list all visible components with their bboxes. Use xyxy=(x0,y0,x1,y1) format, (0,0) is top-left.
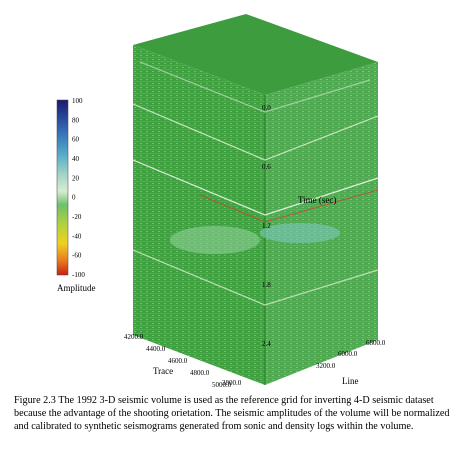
time-tick: 1.2 xyxy=(262,222,271,230)
colorbar-tick: 80 xyxy=(72,116,80,124)
colorbar-tick: 60 xyxy=(72,136,80,144)
line-tick: 3800.0 xyxy=(222,379,242,387)
colorbar-tick: -40 xyxy=(72,232,82,240)
line-axis-label: Line xyxy=(342,376,359,386)
trace-tick: 4400.0 xyxy=(146,345,166,353)
time-tick: 2.4 xyxy=(262,340,271,348)
colorbar-tick: 0 xyxy=(72,194,76,202)
trace-tick: 5000.0 xyxy=(212,381,232,389)
colorbar-tick: -60 xyxy=(72,252,82,260)
figure: 100 80 60 40 20 0 -20 -40 -60 -100 Amplitude 0.0 0… xyxy=(56,14,386,389)
caption: Figure 2.3 The 1992 3-D seismic volume i… xyxy=(14,395,450,433)
trace-tick: 4600.0 xyxy=(168,357,188,365)
colorbar-tick: -100 xyxy=(72,271,85,279)
reflectors xyxy=(132,61,379,306)
anomaly xyxy=(170,226,260,254)
colorbar-tick: -20 xyxy=(72,213,82,221)
colorbar xyxy=(56,99,69,276)
line-tick: 6000.0 xyxy=(338,350,358,358)
colorbar-tick: 40 xyxy=(72,155,80,163)
top-face xyxy=(133,14,378,95)
trace-tick: 4200.0 xyxy=(124,333,144,341)
colorbar-tick: 100 xyxy=(72,97,83,105)
line-tick: 3200.0 xyxy=(316,362,336,370)
time-axis-label: Time (sec) xyxy=(298,195,336,205)
right-face xyxy=(265,62,378,385)
anomaly xyxy=(260,223,340,243)
left-face xyxy=(133,45,265,385)
colorbar-tick: 20 xyxy=(72,174,80,182)
time-tick: 0.6 xyxy=(262,163,271,171)
time-tick: 1.8 xyxy=(262,281,271,289)
trace-tick: 4800.0 xyxy=(190,369,210,377)
line-tick: 6800.0 xyxy=(366,339,386,347)
time-tick: 0.0 xyxy=(262,104,271,112)
colorbar-label: Amplitude xyxy=(57,283,96,293)
trace-axis-label: Trace xyxy=(153,366,173,376)
